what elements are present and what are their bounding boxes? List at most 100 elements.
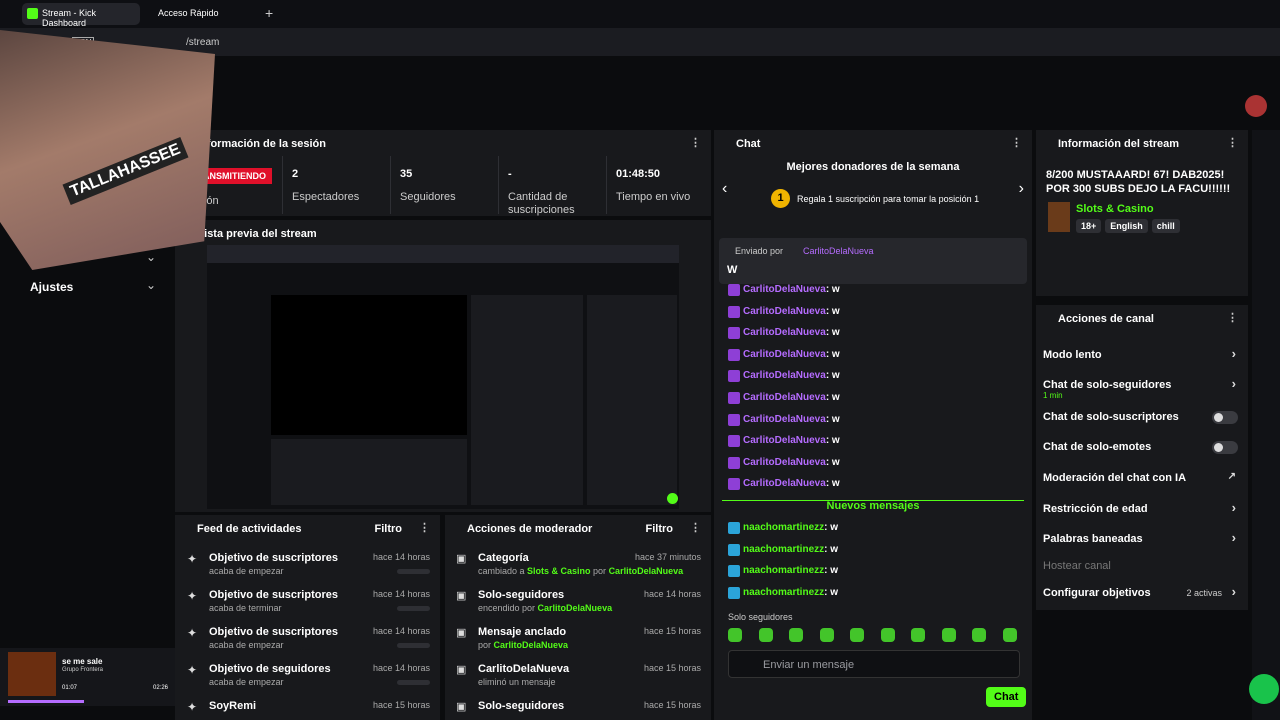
channel-action[interactable]: Chat de solo-suscriptores: [1043, 411, 1179, 423]
chevron[interactable]: ›: [1231, 346, 1236, 361]
channel-action: Hostear canal: [1043, 560, 1111, 572]
stat-label: Seguidores: [400, 191, 456, 203]
channel-action[interactable]: Moderación del chat con IA: [1043, 472, 1187, 484]
menu[interactable]: ⋮: [419, 522, 430, 534]
mod-icon: ▣: [456, 664, 467, 676]
panel-title: Información de la sesión: [197, 138, 326, 150]
mod-link[interactable]: Slots & Casino: [527, 566, 591, 576]
mod-link[interactable]: CarlitoDelaNueva: [537, 603, 613, 613]
chevron[interactable]: ›: [1231, 500, 1236, 515]
channel-action[interactable]: Chat de solo-seguidores: [1043, 379, 1172, 391]
chat-message: CarlitoDelaNueva: w: [743, 349, 840, 360]
message-user[interactable]: CarlitoDelaNueva: [743, 478, 826, 490]
mod-title: Solo-seguidores: [478, 589, 565, 601]
mod-link[interactable]: CarlitoDelaNueva: [608, 566, 684, 576]
message-user[interactable]: CarlitoDelaNueva: [743, 327, 826, 339]
channel-action[interactable]: Palabras baneadas: [1043, 533, 1143, 545]
message-user[interactable]: CarlitoDelaNueva: [743, 456, 826, 468]
emote[interactable]: [880, 628, 895, 642]
emote[interactable]: [941, 628, 956, 642]
toggle[interactable]: [1212, 441, 1238, 454]
prev[interactable]: ‹: [722, 180, 728, 197]
chat-badge: [728, 392, 740, 404]
menu[interactable]: ⋮: [690, 137, 701, 149]
chat-badge: [728, 565, 740, 578]
chat-badge: [728, 435, 740, 448]
menu[interactable]: ⋮: [1227, 137, 1238, 149]
emote[interactable]: [911, 628, 925, 642]
url[interactable]: /stream: [186, 37, 220, 48]
send-button[interactable]: Chat: [986, 687, 1027, 707]
chevron[interactable]: ›: [1231, 530, 1236, 545]
emote[interactable]: [1002, 628, 1017, 642]
emote[interactable]: [758, 628, 773, 642]
stat-divider: [498, 156, 499, 214]
chat-message: CarlitoDelaNueva: w: [743, 478, 840, 489]
external-link[interactable]: ↗: [1227, 471, 1236, 482]
channel-action[interactable]: Configurar objetivos: [1043, 587, 1151, 599]
chat-message: naachomartinezz: w: [743, 587, 838, 598]
mod-link[interactable]: CarlitoDelaNueva: [493, 640, 569, 650]
stat-label: Cantidad de suscripciones: [508, 191, 575, 216]
menu[interactable]: ⋮: [1227, 312, 1238, 324]
message-user[interactable]: CarlitoDelaNueva: [743, 284, 826, 295]
message-user[interactable]: naachomartinezz: [743, 586, 825, 598]
message-user[interactable]: CarlitoDelaNueva: [743, 435, 826, 447]
message-text: : w: [825, 392, 840, 403]
chat-message: naachomartinezz: w: [743, 565, 838, 576]
mod-title: Categoría: [478, 552, 529, 564]
channel-action[interactable]: Modo lento: [1043, 349, 1102, 361]
chat-input[interactable]: Enviar un mensaje: [728, 650, 1020, 678]
category[interactable]: Slots & Casino: [1076, 203, 1154, 215]
avatar[interactable]: [1245, 95, 1267, 117]
webcam: TALLAHASSEE: [0, 30, 215, 270]
emote[interactable]: [850, 628, 864, 642]
emote[interactable]: [728, 628, 742, 642]
filter[interactable]: Filtro: [645, 523, 674, 535]
message-user[interactable]: CarlitoDelaNueva: [743, 370, 826, 382]
sidebar-item[interactable]: Ajustes: [30, 280, 74, 294]
emote[interactable]: [789, 628, 803, 642]
song: se me sale: [62, 657, 103, 666]
channel-action[interactable]: Chat de solo-emotes: [1043, 441, 1152, 453]
emote[interactable]: [819, 628, 834, 642]
menu[interactable]: ⋮: [1011, 137, 1022, 149]
filter[interactable]: Filtro: [374, 523, 403, 535]
donors-text: Regala 1 suscripción para tomar la posic…: [797, 194, 980, 204]
tag[interactable]: 18+: [1076, 219, 1102, 233]
new-tab[interactable]: +: [265, 5, 274, 21]
chevron[interactable]: ⌄: [146, 250, 157, 264]
chat-badge: [728, 522, 740, 534]
pinned-user: CarlitoDelaNueva: [803, 246, 874, 256]
stat-divider: [282, 156, 283, 214]
feed-time: hace 14 horas: [372, 663, 430, 673]
message-user[interactable]: CarlitoDelaNueva: [743, 305, 826, 317]
chat-badge: [728, 478, 740, 491]
tab[interactable]: Stream - Kick Dashboard: [22, 3, 140, 28]
mod-title: Mensaje anclado: [478, 626, 567, 638]
tag[interactable]: chill: [1151, 219, 1180, 233]
stat-value: 01:48:50: [616, 168, 661, 180]
emote[interactable]: [972, 628, 986, 642]
toggle[interactable]: [1212, 411, 1238, 424]
feed-title: Objetivo de suscriptores: [209, 589, 338, 601]
message-user[interactable]: naachomartinezz: [743, 543, 825, 555]
channel-action[interactable]: Restricción de edad: [1043, 503, 1148, 515]
message-user[interactable]: CarlitoDelaNueva: [743, 413, 826, 425]
next[interactable]: ›: [1018, 180, 1024, 197]
tab-title[interactable]: Acceso Rápido: [158, 8, 219, 18]
chat-message: CarlitoDelaNueva: w: [743, 457, 840, 468]
tag[interactable]: English: [1105, 219, 1148, 233]
chevron[interactable]: ⌄: [146, 278, 157, 292]
fab[interactable]: [1249, 674, 1279, 704]
message-user[interactable]: naachomartinezz: [743, 565, 825, 577]
chevron[interactable]: ›: [1231, 584, 1236, 599]
music-player: se me sale Grupo Frontera 01:07 02:26: [0, 648, 175, 706]
message-user[interactable]: CarlitoDelaNueva: [743, 392, 826, 403]
chevron[interactable]: ›: [1231, 376, 1236, 391]
message-user[interactable]: CarlitoDelaNueva: [743, 348, 826, 360]
thumb-dot: [667, 493, 678, 504]
menu[interactable]: ⋮: [690, 522, 701, 534]
message-user[interactable]: naachomartinezz: [743, 522, 825, 533]
preview-image: [207, 245, 679, 509]
